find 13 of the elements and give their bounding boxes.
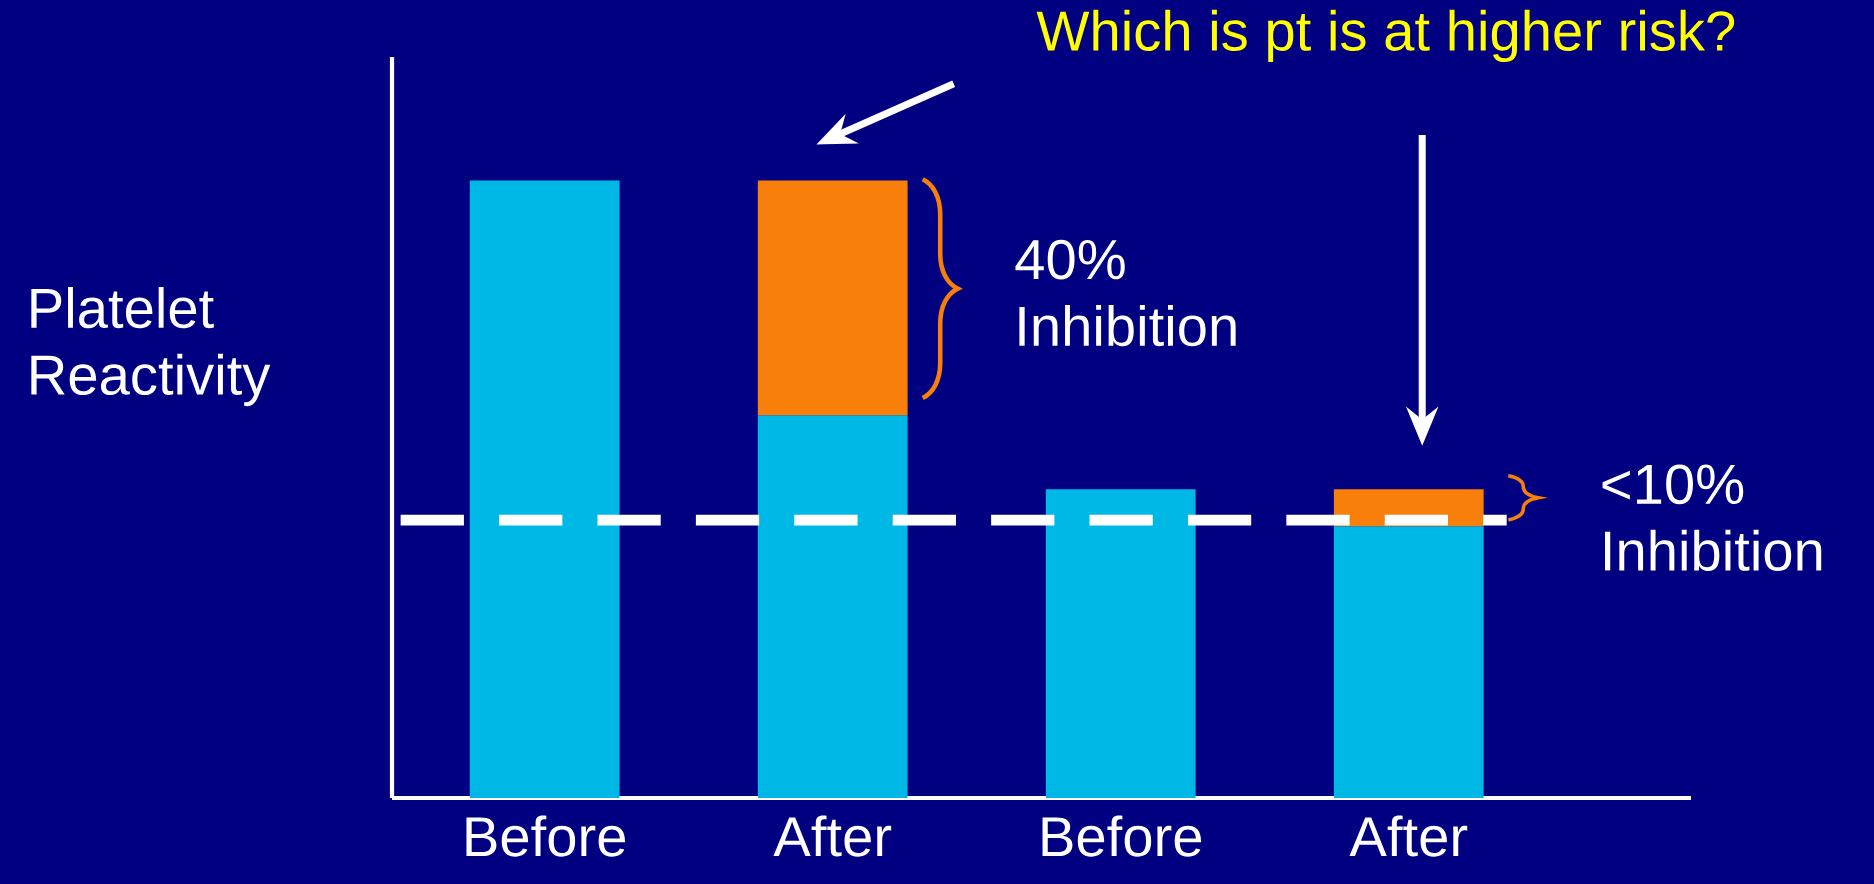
x-tick-label: After bbox=[773, 815, 892, 857]
chart-title: Which is pt is at higher risk? bbox=[1036, 9, 1735, 63]
bar bbox=[757, 415, 908, 798]
x-tick-label: Before bbox=[466, 815, 625, 857]
x-tick-label: After bbox=[1349, 815, 1468, 857]
bar bbox=[757, 180, 908, 416]
bar bbox=[1333, 526, 1484, 798]
bar bbox=[1045, 489, 1196, 798]
text: <10% Inhibition bbox=[1602, 464, 1822, 571]
annotation: 40% Inhibition bbox=[1015, 239, 1236, 347]
y-axis-title: Platelet Reactivity bbox=[31, 287, 271, 407]
x-tick-label: Before bbox=[1042, 815, 1202, 857]
bar bbox=[469, 180, 620, 798]
